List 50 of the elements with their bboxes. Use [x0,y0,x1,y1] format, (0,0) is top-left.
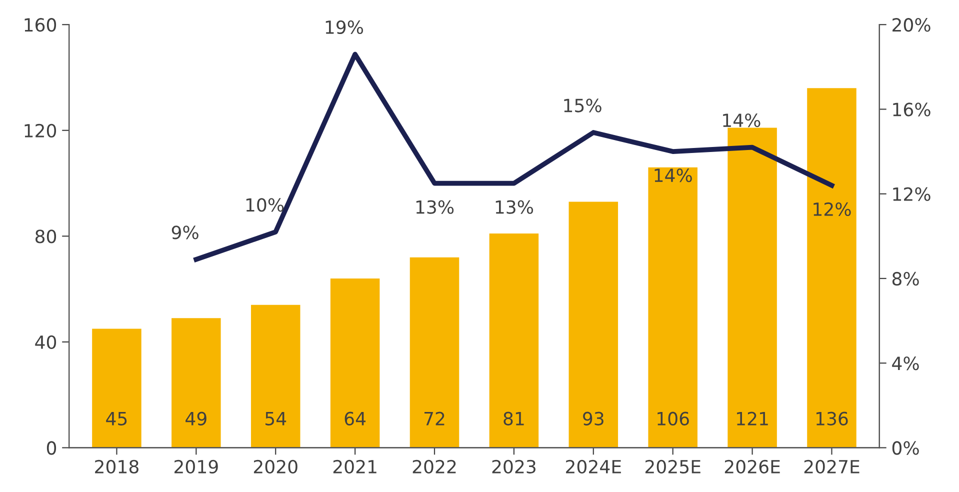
y-tick-label: 80 [35,230,56,244]
x-tick-label: 2018 [95,460,138,474]
data-label: 9% [172,226,198,240]
data-label: 19% [326,20,364,34]
bar [92,328,142,448]
x-tick-label: 2026E [724,460,780,474]
bar [172,318,221,448]
data-label: 14% [654,168,692,182]
data-label: 64 [344,412,366,426]
y2-tick-label: 20% [892,18,930,32]
data-label: 121 [737,412,768,426]
data-label: 13% [416,200,454,214]
bar [807,88,856,448]
bar [410,257,460,448]
x-tick-label: 2024E [566,460,621,474]
y2-tick-label: 12% [893,187,930,201]
data-label: 49 [186,412,206,426]
x-tick-label: 2025E [645,460,700,474]
bar [568,202,618,448]
x-tick-label: 2027E [804,460,860,474]
y-tick-label: 40 [35,335,56,350]
data-label: 14% [723,113,760,128]
x-tick-label: 2021 [333,460,376,474]
data-label: 12% [814,202,851,216]
data-label: 54 [266,412,286,426]
y2-tick-label: 0% [892,441,919,455]
y2-tick-label: 4% [892,356,919,370]
y-tick-label: 160 [24,18,56,32]
data-label: 45 [106,412,127,426]
bar [728,128,777,448]
y-tick-label: 120 [24,124,56,138]
bar [648,167,698,448]
y-tick-label: 0 [46,441,56,455]
data-label: 136 [816,412,848,426]
y2-tick-label: 16% [893,102,930,116]
data-label: 10% [246,198,284,212]
data-label: 81 [504,412,524,426]
data-label: 72 [424,412,444,426]
data-label: 106 [658,412,689,426]
x-tick-label: 2020 [254,460,298,474]
data-label: 93 [583,412,604,426]
data-label: 15% [564,98,602,112]
x-tick-label: 2022 [412,460,456,474]
x-tick-label: 2019 [174,460,218,474]
bar [250,304,300,448]
data-label: 13% [496,200,534,214]
bar [489,234,539,448]
bar [330,278,380,448]
y2-tick-label: 8% [892,272,919,286]
x-tick-label: 2023 [492,460,536,474]
